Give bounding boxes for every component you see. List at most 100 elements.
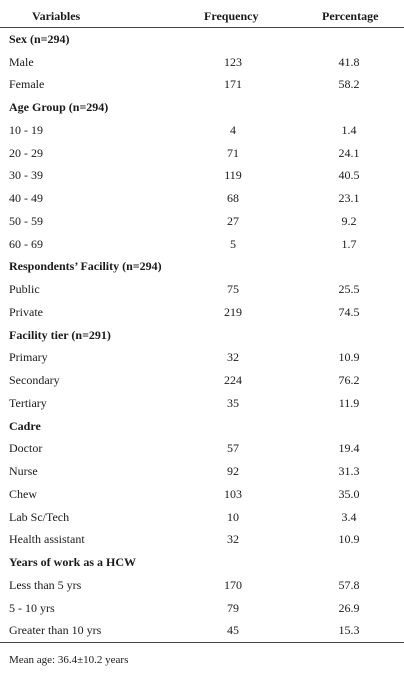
table-row: Less than 5 yrs 170 57.8: [0, 574, 404, 597]
table-row: Primary 32 10.9: [0, 347, 404, 370]
percentage-cell: 74.5: [338, 304, 360, 319]
frequency-cell: 57: [227, 441, 239, 456]
table-row: Greater than 10 yrs 45 15.3: [0, 619, 404, 644]
table-header: Variables Frequency Percentage: [0, 5, 404, 28]
percentage-cell: 11.9: [338, 395, 360, 410]
frequency-cell: 32: [227, 350, 239, 365]
section-label: Years of work as a HCW: [9, 555, 136, 570]
percentage-cell: 41.8: [338, 54, 360, 69]
frequency-cell: 32: [227, 532, 239, 547]
frequency-cell: 4: [230, 122, 236, 137]
section-row: Age Group (n=294): [0, 96, 404, 119]
frequency-cell: 119: [224, 168, 242, 183]
percentage-cell: 40.5: [338, 168, 360, 183]
percentage-cell: 9.2: [341, 213, 357, 228]
table-row: Public 75 25.5: [0, 278, 404, 301]
frequency-cell: 123: [224, 54, 242, 69]
section-label: Respondents’ Facility (n=294): [9, 259, 162, 274]
demographics-table: Variables Frequency Percentage Sex (n=29…: [0, 5, 404, 644]
table-row: 50 - 59 27 9.2: [0, 210, 404, 233]
section-row: Years of work as a HCW: [0, 551, 404, 574]
percentage-cell: 19.4: [338, 441, 360, 456]
variable-label: Doctor: [9, 441, 43, 456]
header-row: Variables Frequency Percentage: [0, 5, 404, 28]
variable-label: Private: [9, 304, 43, 319]
frequency-cell: 35: [227, 395, 239, 410]
variable-label: Tertiary: [9, 395, 47, 410]
table-row: 10 - 19 4 1.4: [0, 119, 404, 142]
variable-label: Secondary: [9, 373, 60, 388]
section-label: Age Group (n=294): [9, 100, 109, 115]
footnote-mean-age: Mean age: 36.4±10.2 years: [9, 654, 129, 666]
variable-label: 60 - 69: [9, 236, 43, 251]
variable-label: Health assistant: [9, 532, 85, 547]
table-row: Tertiary 35 11.9: [0, 392, 404, 415]
percentage-cell: 3.4: [341, 509, 357, 524]
table-row: Secondary 224 76.2: [0, 369, 404, 392]
table-row: 60 - 69 5 1.7: [0, 233, 404, 256]
section-row: Respondents’ Facility (n=294): [0, 256, 404, 279]
variable-label: 5 - 10 yrs: [9, 600, 55, 615]
frequency-cell: 224: [224, 373, 242, 388]
variable-label: 20 - 29: [9, 145, 43, 160]
percentage-cell: 31.3: [338, 464, 360, 479]
frequency-cell: 27: [227, 213, 239, 228]
variable-label: Primary: [9, 350, 48, 365]
frequency-cell: 45: [172, 619, 294, 644]
percentage-cell: 24.1: [338, 145, 360, 160]
percentage-cell: 1.4: [341, 122, 357, 137]
percentage-cell: 57.8: [338, 577, 360, 592]
table-row: 40 - 49 68 23.1: [0, 187, 404, 210]
percentage-cell: 15.3: [294, 619, 404, 644]
frequency-cell: 171: [224, 77, 242, 92]
percentage-cell: 23.1: [338, 191, 360, 206]
percentage-cell: 35.0: [338, 486, 360, 501]
section-label: Sex (n=294): [9, 31, 70, 46]
frequency-cell: 5: [230, 236, 236, 251]
variable-label: 30 - 39: [9, 168, 43, 183]
table-row: Private 219 74.5: [0, 301, 404, 324]
variable-label: Male: [9, 54, 34, 69]
table-row: Doctor 57 19.4: [0, 438, 404, 461]
frequency-cell: 71: [227, 145, 239, 160]
variable-label: Chew: [9, 486, 37, 501]
variable-label: Lab Sc/Tech: [9, 509, 70, 524]
frequency-cell: 79: [227, 600, 239, 615]
table-row: 5 - 10 yrs 79 26.9: [0, 597, 404, 620]
percentage-cell: 76.2: [338, 373, 360, 388]
variable-label: Greater than 10 yrs: [0, 619, 172, 644]
variable-label: Public: [9, 282, 40, 297]
variable-label: 10 - 19: [9, 122, 43, 137]
frequency-cell: 219: [224, 304, 242, 319]
table-row: Health assistant 32 10.9: [0, 529, 404, 552]
header-percentage: Percentage: [294, 5, 404, 28]
table-row: Lab Sc/Tech 10 3.4: [0, 506, 404, 529]
frequency-cell: 10: [227, 509, 239, 524]
table-body: Sex (n=294) Male 123 41.8 Female 171 58.2 Age G…: [0, 28, 404, 644]
section-label: Cadre: [9, 418, 41, 433]
percentage-cell: 58.2: [338, 77, 360, 92]
percentage-cell: 26.9: [338, 600, 360, 615]
section-row: Facility tier (n=291): [0, 324, 404, 347]
frequency-cell: 103: [224, 486, 242, 501]
table-row: Male 123 41.8: [0, 51, 404, 74]
percentage-cell: 10.9: [338, 350, 360, 365]
frequency-cell: 68: [227, 191, 239, 206]
variable-label: 40 - 49: [9, 191, 43, 206]
table-row: Nurse 92 31.3: [0, 460, 404, 483]
header-frequency: Frequency: [172, 5, 294, 28]
frequency-cell: 92: [227, 464, 239, 479]
table-row: Female 171 58.2: [0, 74, 404, 97]
percentage-cell: 10.9: [338, 532, 360, 547]
section-label: Facility tier (n=291): [9, 327, 111, 342]
variable-label: 50 - 59: [9, 213, 43, 228]
variable-label: Less than 5 yrs: [9, 577, 82, 592]
header-variables: Variables: [0, 5, 172, 28]
frequency-cell: 75: [227, 282, 239, 297]
frequency-cell: 170: [224, 577, 242, 592]
variable-label: Nurse: [9, 464, 38, 479]
table-row: Chew 103 35.0: [0, 483, 404, 506]
percentage-cell: 25.5: [338, 282, 360, 297]
section-row: Sex (n=294): [0, 28, 404, 51]
